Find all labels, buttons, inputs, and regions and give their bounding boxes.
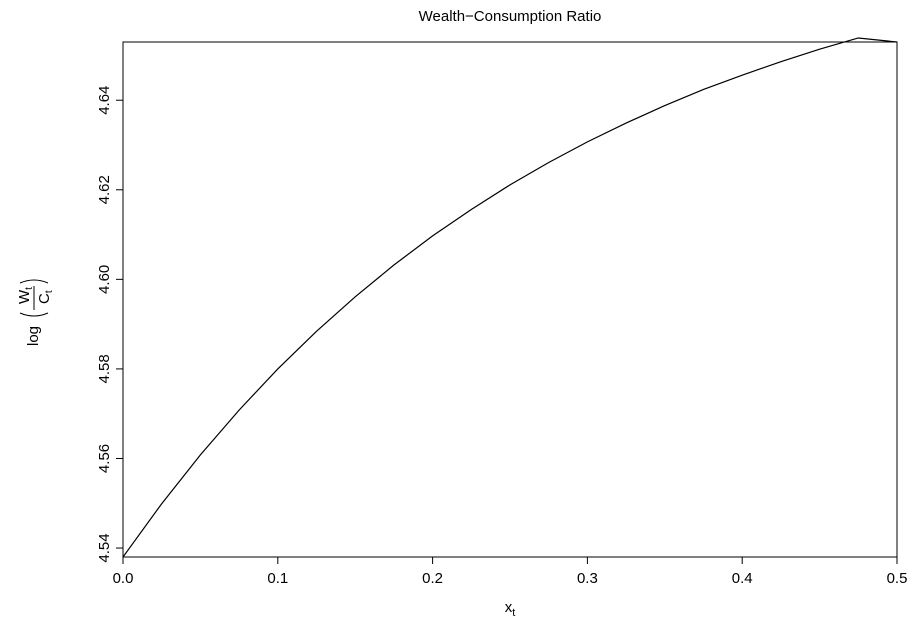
x-axis: 0.0 0.1 0.2 0.3 0.4 0.5 [113,557,908,587]
x-tick-label: 0.5 [887,570,908,587]
x-axis-label: xt [505,599,516,619]
y-tick-label: 4.58 [96,354,113,383]
series-line-0 [122,37,898,558]
y-tick-label: 4.62 [96,175,113,204]
y-axis-label-numerator: Wt [16,287,35,304]
y-tick-label: 4.64 [96,86,113,115]
y-tick-label: 4.54 [96,533,113,562]
y-axis-label-close-paren [19,279,49,284]
y-axis: 4.54 4.56 4.58 4.60 4.62 4.64 [96,86,123,563]
y-axis-label-prefix: log [25,326,42,346]
x-tick-label: 0.2 [422,570,443,587]
plot-frame [122,41,898,558]
y-tick-label: 4.60 [96,265,113,294]
y-axis-label-denominator: Ct [36,290,55,304]
x-tick-label: 0.4 [732,570,753,587]
x-tick-label: 0.1 [267,570,288,587]
series-layer [122,37,898,558]
x-tick-label: 0.0 [113,570,134,587]
y-tick-label: 4.56 [96,444,113,473]
x-tick-label: 0.3 [577,570,598,587]
y-axis-label: log Wt Ct [16,279,55,346]
y-axis-label-open-paren [19,312,49,317]
chart-title: Wealth−Consumption Ratio [419,8,602,25]
